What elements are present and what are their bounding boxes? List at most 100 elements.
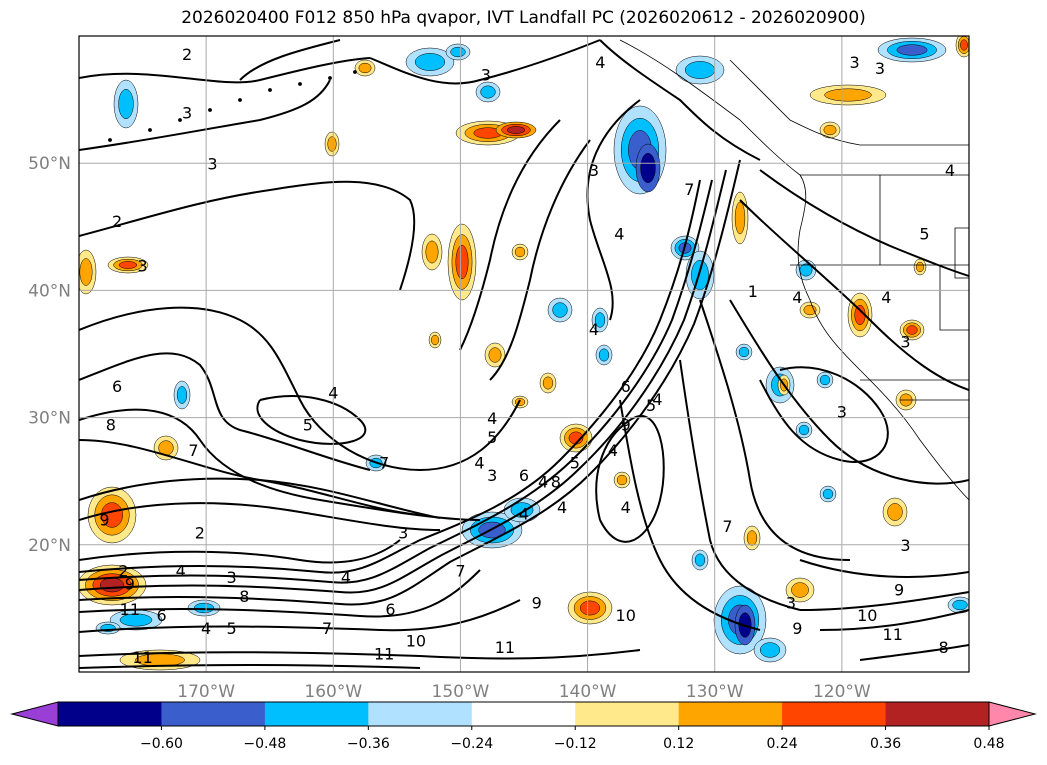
contour-label: 7	[322, 619, 332, 638]
contour-label: 4	[608, 441, 618, 460]
colorbar-segment	[678, 702, 783, 726]
longitude-tick-label: 150°W	[432, 682, 490, 702]
contour-label: 5	[570, 453, 580, 472]
latitude-tick-label: 20°N	[28, 536, 71, 556]
contour-label: 8	[551, 473, 561, 492]
contour-label: 3	[900, 333, 910, 352]
contour-label: 4	[652, 390, 662, 409]
colorbar: −0.60 −0.48 −0.36 −0.24 −0.12 0.12 0.24 0.36 0.4…	[10, 701, 1037, 752]
contour-label: 4	[176, 562, 186, 581]
contour-label: 9	[125, 574, 135, 593]
contour-label: 4	[201, 619, 211, 638]
contour-label: 3	[837, 403, 847, 422]
contour-label: 6	[112, 377, 122, 396]
contour-label: 4	[881, 288, 891, 307]
contour-label: 4	[792, 288, 802, 307]
coastline-layer	[108, 39, 969, 501]
colorbar-extend-low	[10, 701, 59, 727]
contour-label: 3	[786, 593, 796, 612]
colorbar-extend-high	[988, 701, 1037, 727]
latitude-labels: 50°N 40°N 30°N 20°N	[28, 154, 71, 556]
qvapor-fill-layer	[79, 36, 969, 671]
contour-label: 10	[406, 632, 426, 651]
contour-label: 7	[684, 180, 694, 199]
contour-label: 11	[374, 644, 394, 663]
longitude-tick-label: 160°W	[304, 682, 362, 702]
colorbar-tick-label: 0.12	[663, 736, 694, 752]
contour-label: 7	[379, 453, 389, 472]
colorbar-tick-label: 0.48	[973, 736, 1004, 752]
contour-label: 4	[487, 409, 497, 428]
contour-label: 1	[748, 282, 758, 301]
colorbar-segment	[58, 702, 162, 726]
contour-label: 3	[207, 155, 217, 174]
graticule-layer	[79, 36, 969, 672]
contour-label: 4	[328, 384, 338, 403]
contour-label: 3	[481, 66, 491, 85]
contour-label: 11	[883, 625, 903, 644]
colorbar-segment	[575, 702, 680, 726]
contour-label: 4	[341, 568, 351, 587]
longitude-tick-label: 140°W	[559, 682, 617, 702]
contour-label: 6	[385, 600, 395, 619]
contour-label: 4	[595, 53, 605, 72]
colorbar-segment	[264, 702, 369, 726]
colorbar-segment	[885, 702, 990, 726]
contour-label: 4	[945, 161, 955, 180]
contour-label: 7	[188, 441, 198, 460]
colorbar-tick-label: −0.12	[554, 736, 597, 752]
contour-label: 3	[182, 104, 192, 123]
ivt-contour-layer	[79, 39, 969, 669]
contour-label: 6	[519, 466, 529, 485]
contour-label: 11	[132, 648, 152, 667]
plot-frame	[78, 35, 970, 673]
colorbar-tick-label: −0.48	[243, 736, 286, 752]
latitude-tick-label: 40°N	[28, 281, 71, 301]
contour-label: 2	[118, 562, 128, 581]
colorbar-tick-label: −0.36	[347, 736, 390, 752]
contour-label: 8	[938, 638, 948, 657]
contour-label: 4	[557, 498, 567, 517]
contour-label: 4	[519, 504, 529, 523]
contour-label: 3	[900, 536, 910, 555]
contour-label: 5	[487, 428, 497, 447]
latitude-tick-label: 50°N	[28, 154, 71, 174]
colorbar-segment	[368, 702, 473, 726]
contour-label: 9	[99, 511, 109, 530]
contour-label: 3	[875, 59, 885, 78]
latitude-tick-label: 30°N	[28, 409, 71, 429]
contour-label: 3	[226, 568, 236, 587]
contour-label: 8	[106, 415, 116, 434]
contour-label: 5	[646, 396, 656, 415]
contour-label: 8	[239, 587, 249, 606]
colorbar-tick-label: −0.60	[140, 736, 183, 752]
contour-label: 2	[195, 523, 205, 542]
contour-label: 7	[455, 562, 465, 581]
colorbar-tick-label: −0.24	[450, 736, 493, 752]
contour-label: 5	[226, 619, 236, 638]
colorbar-tick-label: 0.24	[767, 736, 798, 752]
colorbar-segment	[782, 702, 887, 726]
contour-label: 4	[614, 225, 624, 244]
contour-label: 3	[398, 523, 408, 542]
contour-label: 9	[792, 619, 802, 638]
contour-label: 5	[919, 225, 929, 244]
contour-label: 10	[616, 606, 636, 625]
contour-label: 2	[112, 212, 122, 231]
longitude-tick-label: 170°W	[177, 682, 235, 702]
longitude-tick-label: 120°W	[813, 682, 871, 702]
contour-label: 3	[849, 53, 859, 72]
map-title: 2026020400 F012 850 hPa qvapor, IVT Land…	[181, 8, 866, 28]
contour-label: 11	[495, 638, 515, 657]
contour-label: 9	[621, 415, 631, 434]
longitude-tick-label: 130°W	[686, 682, 744, 702]
contour-label: 9	[532, 593, 542, 612]
contour-label: 10	[857, 606, 877, 625]
contour-label: 3	[137, 256, 147, 275]
contour-label: 3	[487, 466, 497, 485]
contour-label: 4	[621, 498, 631, 517]
contour-label: 4	[538, 473, 548, 492]
colorbar-segment	[471, 702, 576, 726]
